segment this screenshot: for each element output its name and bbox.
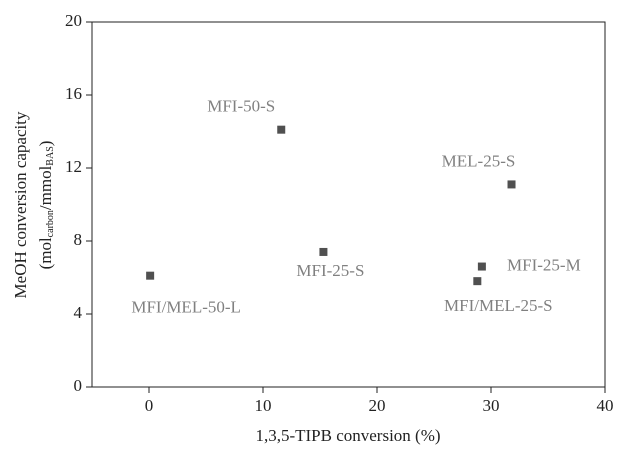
y-tick-label: 12: [65, 157, 82, 176]
point-label: MFI-50-S: [207, 97, 275, 116]
point: [507, 180, 516, 189]
y-tick-label: 0: [74, 376, 83, 395]
point: [477, 262, 486, 271]
y-tick-label: 8: [74, 230, 83, 249]
x-tick-label: 10: [255, 396, 272, 415]
x-tick-label: 40: [597, 396, 614, 415]
x-tick-label: 20: [369, 396, 386, 415]
point: [473, 277, 482, 286]
y-tick-label: 4: [74, 303, 83, 322]
point: [146, 271, 155, 280]
plot-frame: [91, 21, 606, 388]
point: [277, 125, 286, 134]
point-label: MFI-25-M: [507, 255, 581, 274]
y-tick-label: 16: [65, 84, 82, 103]
point-label: MFI/MEL-50-L: [131, 298, 241, 317]
x-axis-label: 1,3,5-TIPB conversion (%): [255, 426, 440, 445]
y-tick-label: 20: [65, 11, 82, 30]
point-label: MFI-25-S: [296, 261, 364, 280]
point-label: MFI/MEL-25-S: [444, 296, 553, 315]
x-tick-label: 30: [483, 396, 500, 415]
y-axis-label: MeOH conversion capacity: [11, 111, 30, 298]
x-tick-label: 0: [145, 396, 154, 415]
y-axis-unit: (molcarbon/mmolBAS): [36, 141, 56, 270]
point: [319, 247, 328, 256]
point-label: MEL-25-S: [442, 151, 516, 170]
